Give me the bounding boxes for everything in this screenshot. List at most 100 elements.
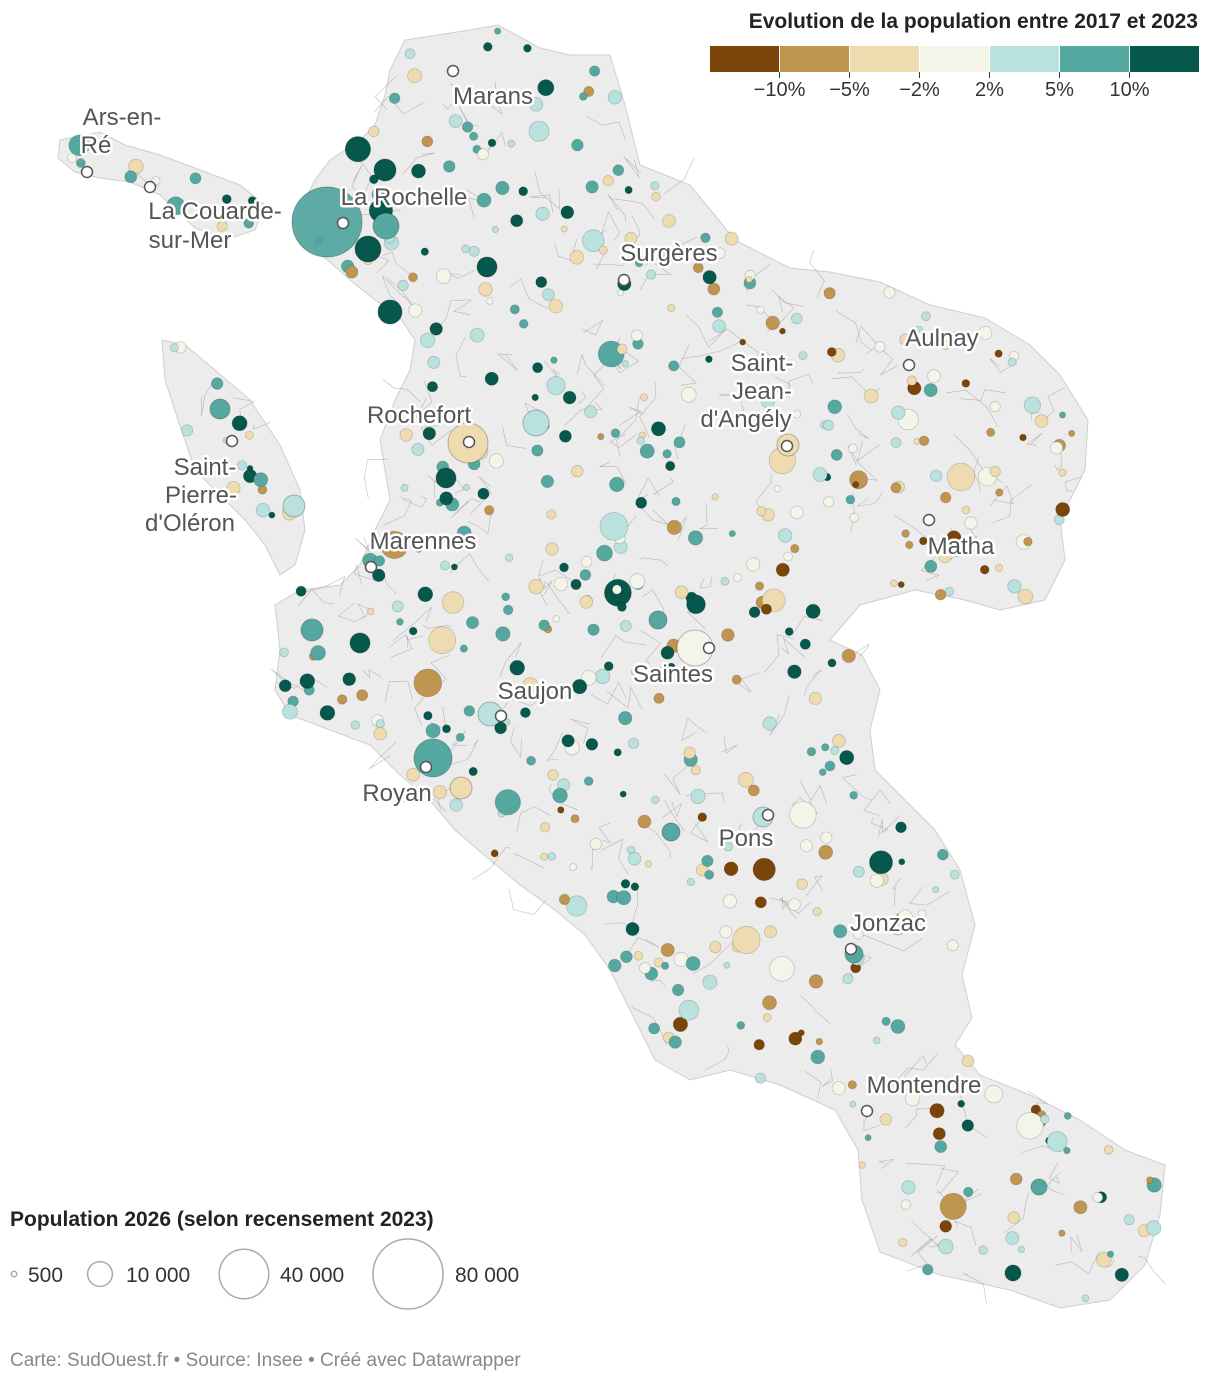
city-marker (80, 165, 94, 179)
commune-bubble (484, 505, 495, 516)
city-label: Jonzac (850, 910, 926, 937)
commune-bubble (613, 748, 622, 757)
legend-title: Evolution de la population entre 2017 et… (748, 10, 1198, 33)
city-marker (922, 513, 936, 527)
commune-bubble (799, 638, 811, 650)
commune-border (485, 81, 503, 115)
commune-bubble (754, 581, 765, 591)
commune-bubble (494, 789, 521, 816)
commune-border (590, 849, 596, 871)
commune-bubble (510, 214, 524, 228)
commune-bubble (746, 557, 761, 572)
commune-border (805, 875, 823, 896)
commune-bubble (769, 955, 795, 982)
commune-bubble (268, 511, 276, 519)
commune-bubble (610, 428, 621, 439)
commune-bubble (509, 659, 526, 676)
commune-bubble (890, 579, 898, 587)
commune-bubble (1030, 1178, 1048, 1196)
commune-bubble (651, 421, 667, 437)
commune-bubble (344, 136, 371, 163)
commune-bubble (939, 1220, 952, 1233)
city-label: Matha (928, 533, 995, 560)
city-marker (462, 435, 476, 449)
commune-bubble (644, 860, 652, 868)
commune-border (1003, 1192, 1030, 1233)
commune-bubble (569, 863, 578, 872)
commune-border (721, 736, 738, 754)
commune-bubble (815, 1037, 823, 1046)
commune-bubble (723, 861, 739, 877)
commune-bubble (961, 505, 971, 515)
commune-bubble (580, 555, 593, 568)
commune-bubble (852, 865, 865, 878)
commune-bubble (812, 907, 822, 917)
commune-border (599, 462, 627, 484)
commune-bubble (723, 841, 734, 852)
commune-bubble (459, 644, 468, 653)
commune-border (685, 314, 727, 348)
commune-bubble (719, 925, 733, 939)
commune-bubble (518, 318, 529, 329)
commune-bubble (754, 1072, 767, 1084)
legend-swatch (1060, 46, 1129, 72)
commune-border (453, 299, 472, 316)
commune-bubble (895, 821, 907, 834)
commune-border (570, 718, 590, 744)
commune-bubble (852, 929, 864, 940)
commune-bubble (633, 950, 644, 961)
commune-border (382, 378, 421, 403)
commune-bubble (648, 610, 668, 630)
commune-bubble (674, 585, 689, 600)
legend-swatch (780, 46, 849, 72)
commune-bubble (1050, 441, 1064, 455)
commune-bubble (1106, 1250, 1115, 1258)
size-legend-circle (10, 1270, 18, 1278)
commune-border (590, 681, 626, 705)
commune-bubble (570, 814, 580, 824)
commune-bubble (629, 573, 646, 590)
commune-bubble (779, 327, 786, 335)
commune-bubble (617, 289, 625, 297)
commune-bubble (450, 563, 458, 571)
commune-bubble (658, 665, 667, 674)
commune-bubble (441, 591, 465, 614)
commune-bubble (765, 315, 780, 331)
commune-border (374, 76, 397, 110)
commune-bubble (940, 491, 952, 504)
commune-bubble (839, 750, 855, 766)
commune-bubble (1081, 1294, 1090, 1303)
commune-border (847, 444, 880, 466)
commune-bubble (660, 961, 670, 970)
commune-border (699, 505, 719, 530)
commune-bubble (461, 244, 471, 254)
commune-bubble (425, 723, 441, 739)
commune-bubble (411, 163, 426, 179)
commune-bubble (660, 943, 675, 958)
commune-bubble (432, 784, 447, 800)
commune-bubble (680, 386, 697, 403)
commune-bubble (337, 694, 348, 705)
commune-bubble (477, 148, 490, 161)
city-marker (780, 439, 794, 453)
commune-bubble (560, 225, 568, 233)
commune-bubble (1146, 1176, 1154, 1184)
commune-bubble (1004, 1264, 1022, 1282)
size-legend-circle (218, 1248, 270, 1300)
commune-bubble (818, 768, 827, 776)
commune-bubble (760, 394, 776, 409)
commune-bubble (75, 158, 86, 168)
size-legend-label: 40 000 (280, 1264, 344, 1287)
commune-bubble (883, 286, 896, 299)
commune-bubble (671, 983, 685, 997)
commune-bubble (668, 360, 680, 372)
commune-bubble (961, 379, 971, 388)
commune-bubble (443, 160, 456, 173)
commune-bubble (587, 623, 600, 636)
commune-border (963, 1272, 987, 1304)
commune-border (664, 800, 685, 832)
commune-bubble (461, 121, 474, 133)
commune-bubble (995, 488, 1004, 497)
commune-bubble (732, 925, 761, 955)
commune-bubble (936, 848, 949, 861)
